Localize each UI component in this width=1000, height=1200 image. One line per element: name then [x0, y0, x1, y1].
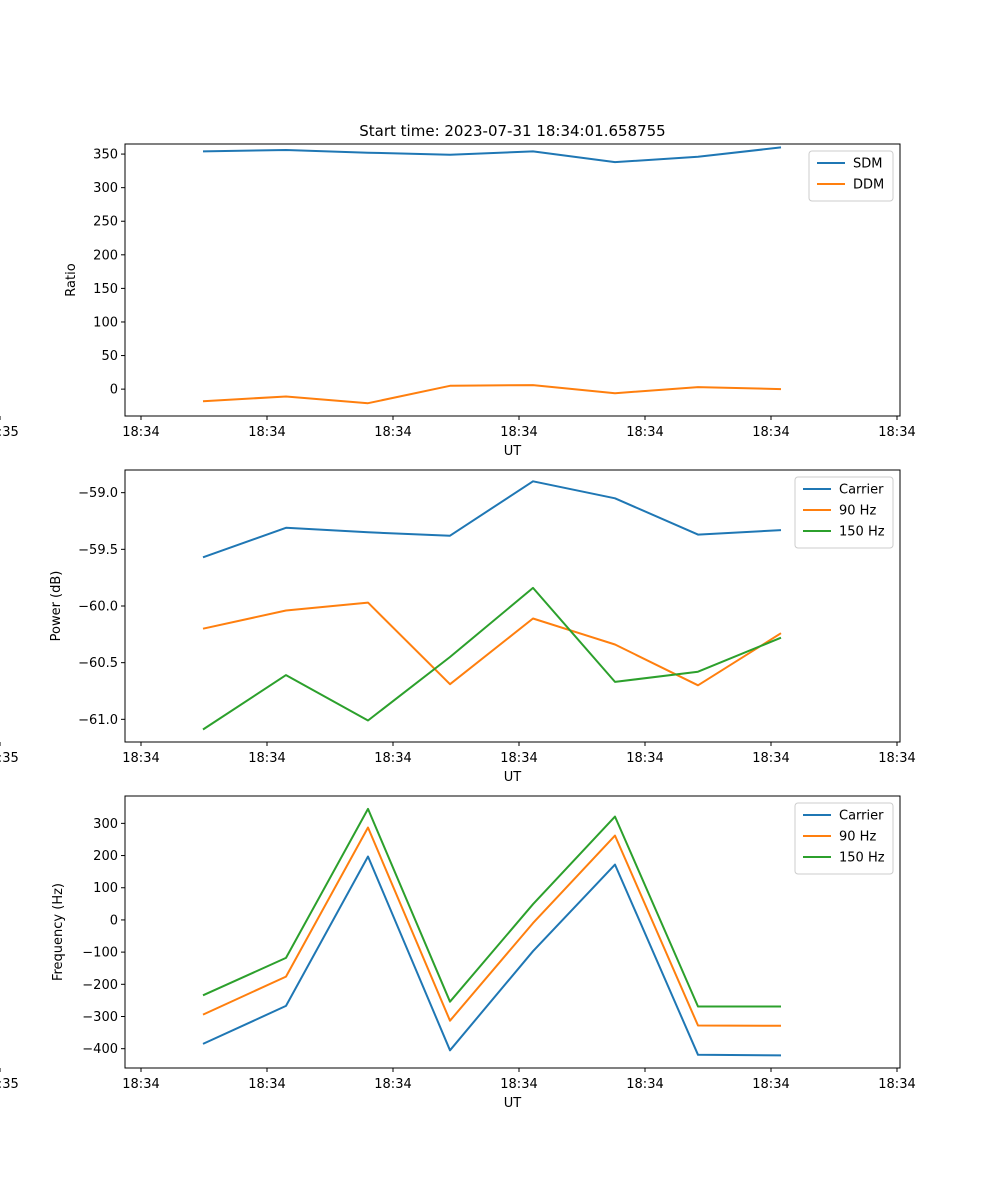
x-tick-label: 18:34 [122, 751, 159, 766]
figure-title: Start time: 2023-07-31 18:34:01.658755 [359, 122, 665, 140]
chart-panel-1: 0 50 100 150 200 250 300 350 18:34 18:34 18:34 18:3… [0, 143, 916, 459]
x-tick-label: 18:34 [374, 425, 411, 440]
series-line-sdm [202, 146, 782, 164]
legend-label: Carrier [839, 483, 884, 498]
x-tick-label: 18:34 [626, 1077, 663, 1092]
x-tick-label: 18:34 [752, 1077, 789, 1092]
series-line-150-hz [202, 807, 781, 1008]
y-tick-label: −59.5 [78, 543, 118, 558]
x-tick-label: 18:34 [752, 751, 789, 766]
series-line-carrier [202, 855, 782, 1057]
series-line-150-hz [202, 586, 782, 731]
y-tick-label: 250 [93, 215, 118, 230]
y-tick-label: −60.5 [78, 656, 118, 671]
y-axis-label: Power (dB) [49, 571, 64, 642]
x-axis-label: UT [504, 770, 522, 785]
x-tick-label: 18:34 [752, 425, 789, 440]
y-tick-label: −60.0 [78, 600, 118, 615]
x-tick-label: 18:35 [0, 425, 19, 440]
x-tick-label: 18:34 [878, 1077, 915, 1092]
x-tick-label: 18:35 [0, 751, 19, 766]
legend-label: 150 Hz [839, 851, 885, 866]
axes-frame [124, 143, 901, 417]
y-tick-label: 150 [93, 282, 118, 297]
legend-label: SDM [853, 157, 882, 172]
y-tick-label: 50 [101, 349, 118, 364]
y-tick-label: 0 [110, 913, 118, 928]
series-line-ddm [202, 384, 782, 405]
x-tick-label: 18:34 [374, 751, 411, 766]
legend-label: 90 Hz [839, 504, 876, 519]
y-tick-label: −300 [82, 1010, 118, 1025]
x-tick-label: 18:34 [626, 751, 663, 766]
y-tick-label: 100 [93, 881, 118, 896]
x-tick-label: 18:34 [248, 751, 285, 766]
axes-frame [124, 795, 901, 1069]
y-tick-label: −200 [82, 978, 118, 993]
x-tick-label: 18:34 [500, 1077, 537, 1092]
y-tick-label: 200 [93, 849, 118, 864]
x-axis-label: UT [504, 1096, 522, 1111]
x-tick-label: 18:34 [248, 425, 285, 440]
legend-label: Carrier [839, 809, 884, 824]
legend-label: 150 Hz [839, 525, 885, 540]
series-line-90-hz [202, 826, 782, 1027]
x-tick-label: 18:34 [878, 751, 915, 766]
x-tick-label: 18:34 [500, 425, 537, 440]
x-tick-label: 18:34 [122, 425, 159, 440]
x-tick-label: 18:35 [0, 1077, 19, 1092]
y-tick-label: 0 [110, 383, 118, 398]
y-tick-label: 350 [93, 148, 118, 163]
y-axis-label: Ratio [64, 263, 79, 296]
y-tick-label: 300 [93, 817, 118, 832]
x-tick-label: 18:34 [248, 1077, 285, 1092]
x-tick-label: 18:34 [122, 1077, 159, 1092]
y-axis-label: Frequency (Hz) [51, 883, 66, 981]
series-line-90-hz [202, 601, 782, 687]
series-line-carrier [202, 480, 782, 559]
x-tick-label: 18:34 [500, 751, 537, 766]
chart-panel-3: 300 200 100 0 −100 −200 −300 −400 18:34 18:34 18:3… [0, 795, 916, 1111]
y-tick-label: −61.0 [78, 713, 118, 728]
chart-panel-2: −59.0 −59.5 −60.0 −60.5 −61.0 18:34 18:34 18:34… [0, 469, 916, 785]
x-axis-label: UT [504, 444, 522, 459]
y-tick-label: 100 [93, 315, 118, 330]
y-tick-label: −59.0 [78, 486, 118, 501]
y-tick-label: −400 [82, 1042, 118, 1057]
y-tick-label: 200 [93, 248, 118, 263]
x-tick-label: 18:34 [878, 425, 915, 440]
legend-label: 90 Hz [839, 830, 876, 845]
y-tick-label: 300 [93, 181, 118, 196]
legend-label: DDM [853, 178, 884, 193]
y-tick-label: −100 [82, 946, 118, 961]
x-tick-label: 18:34 [374, 1077, 411, 1092]
x-tick-label: 18:34 [626, 425, 663, 440]
